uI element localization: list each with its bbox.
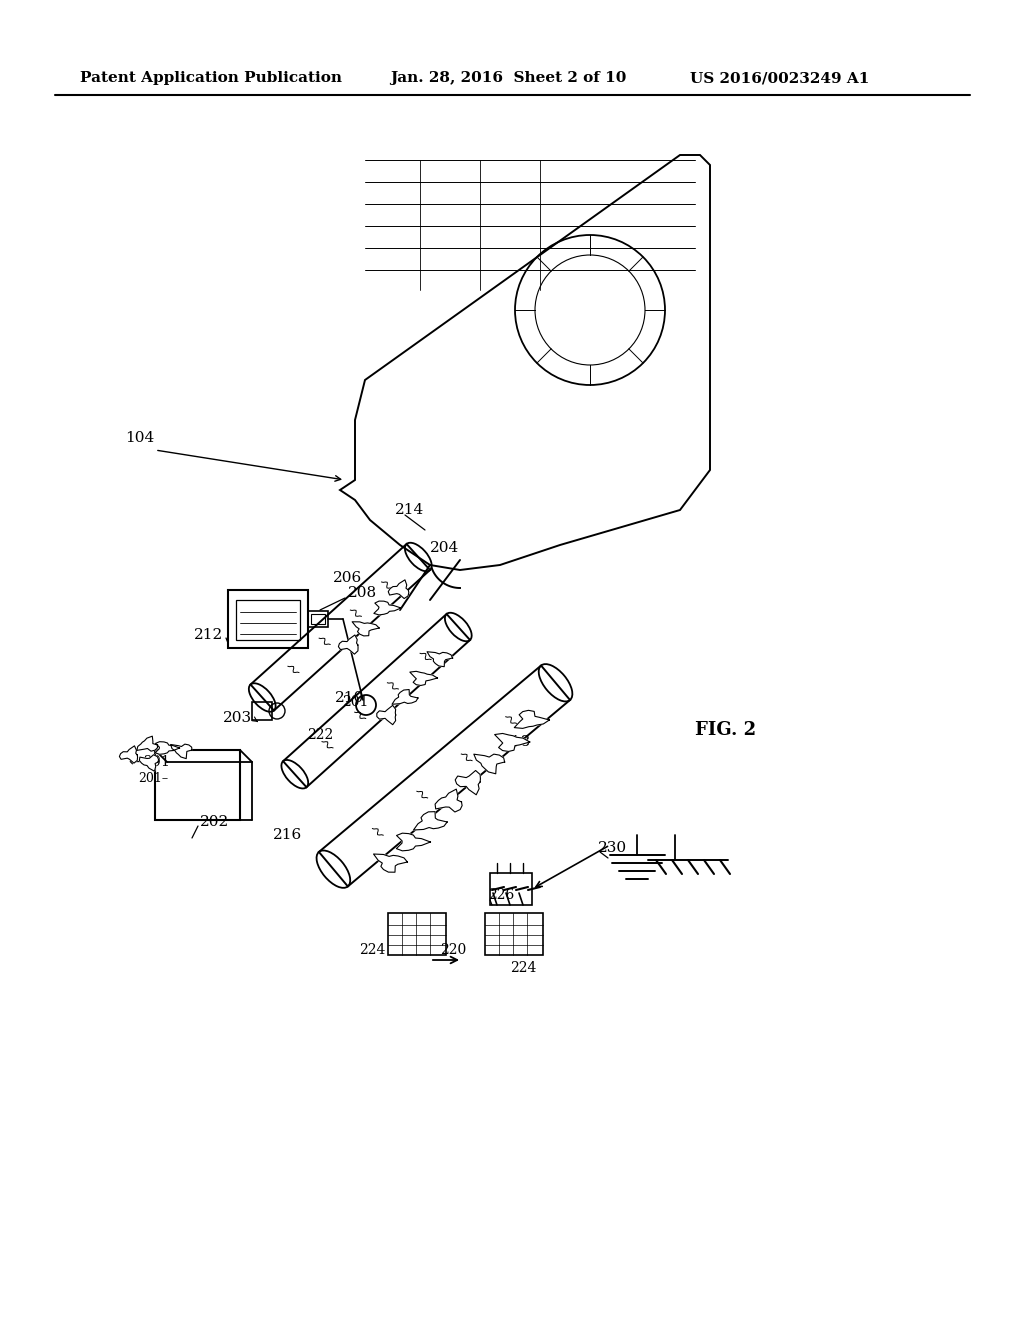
Text: Patent Application Publication: Patent Application Publication — [80, 71, 342, 84]
Bar — [485, 913, 543, 954]
Text: 222: 222 — [307, 729, 333, 742]
Text: US 2016/0023249 A1: US 2016/0023249 A1 — [690, 71, 869, 84]
Polygon shape — [410, 672, 437, 685]
Polygon shape — [352, 622, 379, 636]
Text: 204: 204 — [430, 541, 459, 554]
Text: 202: 202 — [200, 814, 229, 829]
Bar — [388, 913, 446, 954]
Bar — [155, 750, 240, 820]
Text: 208: 208 — [348, 586, 377, 601]
Polygon shape — [338, 635, 358, 655]
Text: 203: 203 — [223, 711, 252, 725]
Text: 214: 214 — [395, 503, 424, 517]
Polygon shape — [155, 742, 179, 754]
Text: 224: 224 — [358, 942, 385, 957]
Polygon shape — [456, 771, 480, 795]
Text: 220: 220 — [440, 942, 466, 957]
Text: 201: 201 — [342, 696, 369, 709]
Bar — [228, 590, 308, 648]
Polygon shape — [414, 812, 447, 830]
Text: 224: 224 — [510, 961, 537, 975]
Text: 216: 216 — [272, 828, 302, 842]
Polygon shape — [171, 744, 193, 759]
Polygon shape — [374, 854, 408, 873]
Text: Jan. 28, 2016  Sheet 2 of 10: Jan. 28, 2016 Sheet 2 of 10 — [390, 71, 627, 84]
Polygon shape — [514, 710, 549, 729]
Bar — [308, 611, 328, 627]
Polygon shape — [374, 601, 401, 615]
Polygon shape — [427, 652, 453, 667]
Bar — [490, 873, 532, 906]
Polygon shape — [474, 754, 505, 774]
Bar — [252, 702, 272, 719]
Polygon shape — [137, 737, 158, 751]
Text: 218: 218 — [502, 735, 531, 748]
Text: 212: 212 — [194, 628, 223, 642]
Text: 206: 206 — [333, 572, 362, 585]
Polygon shape — [396, 833, 430, 851]
Text: 230: 230 — [598, 841, 627, 855]
Text: 104: 104 — [125, 432, 155, 445]
Text: 201–: 201– — [138, 771, 168, 784]
Polygon shape — [392, 689, 418, 705]
Text: 226: 226 — [488, 888, 514, 902]
Bar — [311, 614, 325, 624]
Bar — [236, 601, 300, 640]
Text: 210: 210 — [335, 690, 365, 705]
Text: FIG. 2: FIG. 2 — [695, 721, 756, 739]
Polygon shape — [120, 746, 137, 763]
Polygon shape — [139, 755, 159, 771]
Polygon shape — [377, 705, 395, 725]
Text: $\leftarrow$201: $\leftarrow$201 — [126, 755, 170, 770]
Polygon shape — [435, 789, 462, 812]
Polygon shape — [388, 579, 409, 598]
Polygon shape — [495, 734, 529, 751]
